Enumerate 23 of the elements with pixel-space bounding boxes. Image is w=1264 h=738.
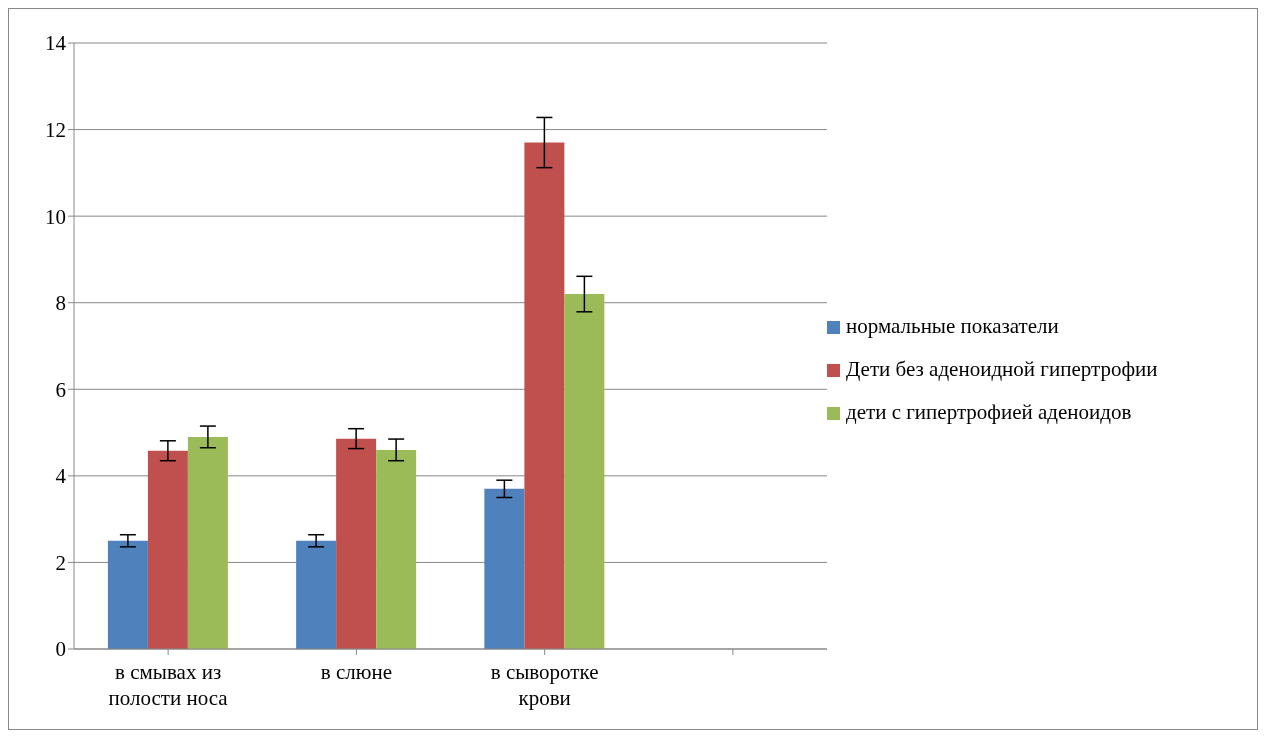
x-tick-label: в слюне bbox=[320, 660, 392, 684]
legend-label: дети с гипертрофией аденоидов bbox=[846, 399, 1132, 425]
bar bbox=[524, 142, 565, 649]
y-tick-label: 6 bbox=[55, 377, 66, 402]
legend-label: Дети без аденоидной гипертрофии bbox=[846, 356, 1158, 382]
bar bbox=[336, 438, 377, 649]
y-tick-label: 2 bbox=[55, 550, 66, 575]
x-tick-label: в сыворотке крови bbox=[490, 660, 599, 710]
bar bbox=[107, 540, 148, 649]
y-tick-label: 4 bbox=[55, 464, 67, 489]
x-tick-label: в смывах из полости носа bbox=[108, 660, 229, 710]
bar bbox=[376, 449, 417, 649]
bar bbox=[564, 294, 605, 649]
y-tick-label: 8 bbox=[55, 291, 66, 316]
y-tick-label: 14 bbox=[45, 31, 67, 56]
bar bbox=[296, 540, 337, 649]
bar bbox=[147, 450, 188, 649]
y-tick-label: 0 bbox=[55, 637, 66, 662]
legend-label: нормальные показатели bbox=[846, 313, 1059, 339]
bar bbox=[484, 488, 525, 649]
bar bbox=[187, 436, 228, 649]
y-tick-label: 10 bbox=[45, 204, 66, 229]
y-tick-label: 12 bbox=[45, 118, 66, 143]
